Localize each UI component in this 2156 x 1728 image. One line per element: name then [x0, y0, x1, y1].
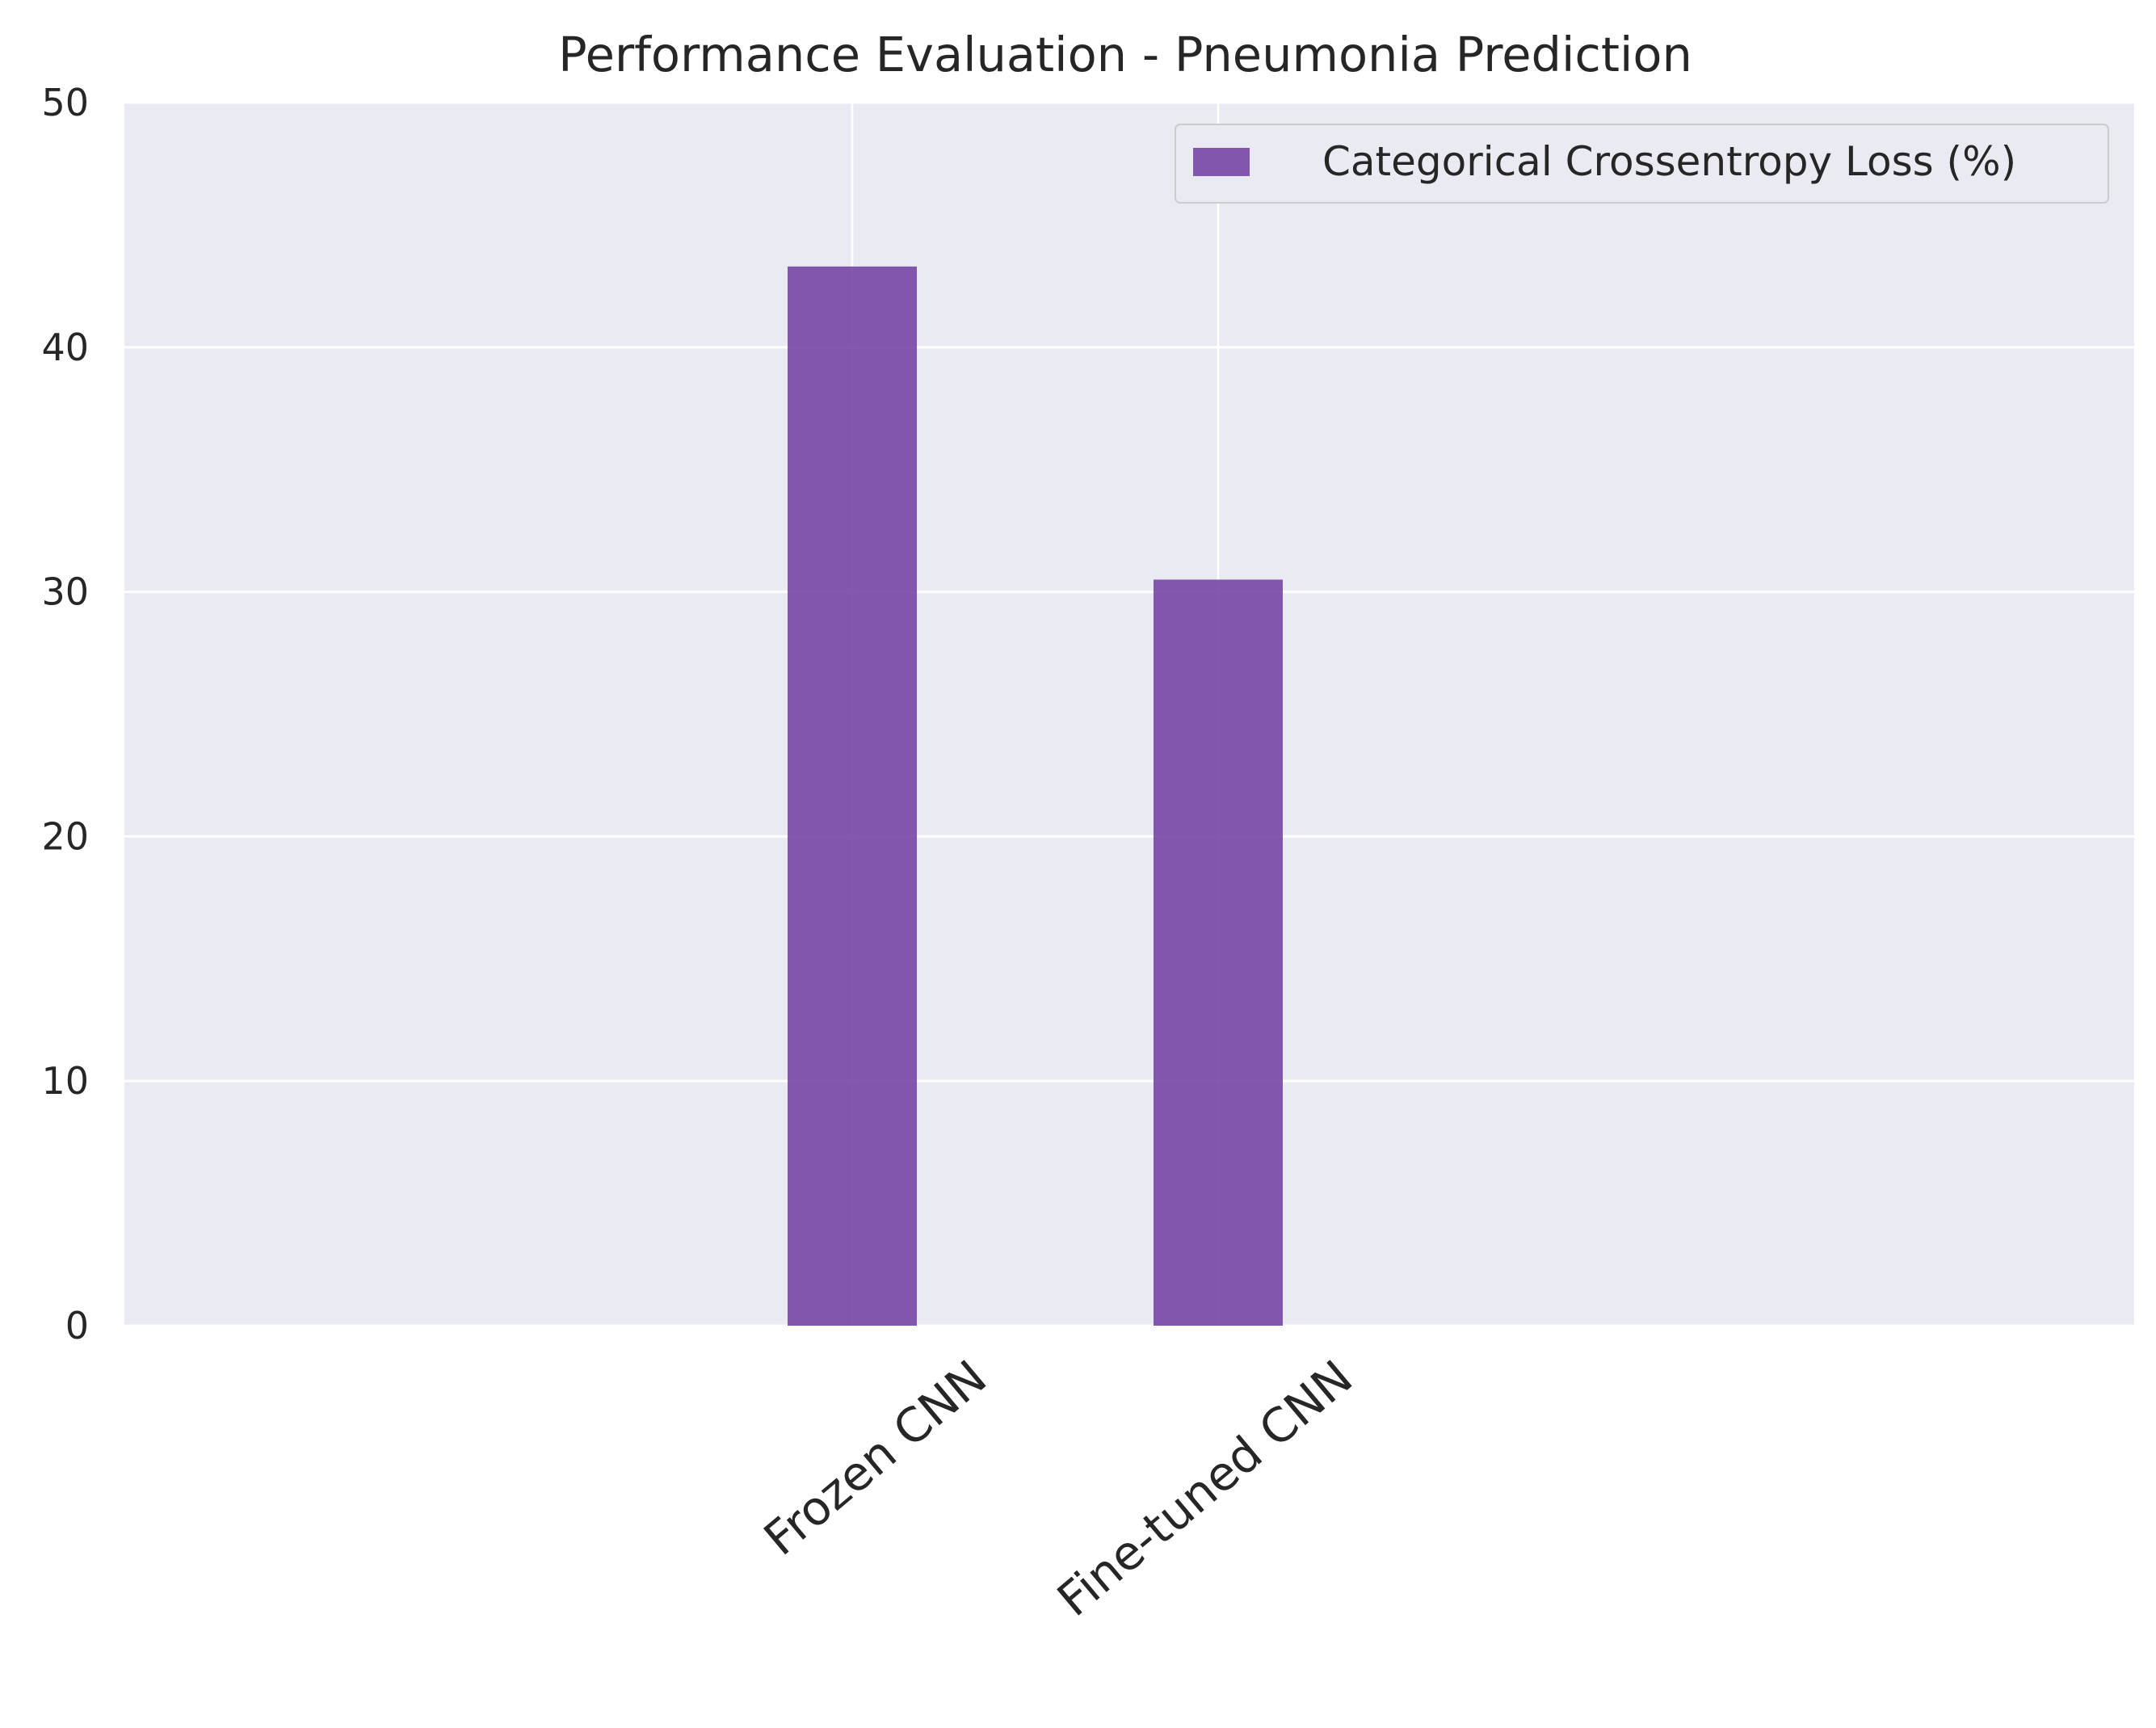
y-tick-label: 10	[41, 1059, 89, 1103]
y-tick-label: 50	[41, 81, 89, 124]
plot-area	[124, 103, 2134, 1326]
y-tick-label: 30	[41, 570, 89, 614]
y-tick-label: 40	[41, 326, 89, 369]
bars	[788, 266, 1283, 1326]
y-axis-ticks: 0 10 20 30 40 50	[41, 81, 89, 1348]
legend-box	[1175, 124, 2109, 204]
legend-swatch	[1193, 148, 1250, 176]
chart-title: Performance Evaluation - Pneumonia Predi…	[558, 27, 1692, 82]
legend-label: Categorical Crossentropy Loss (%)	[1322, 138, 2016, 185]
legend: Categorical Crossentropy Loss (%)	[1175, 124, 2109, 204]
bar-frozen-cnn	[788, 266, 917, 1326]
grid-lines	[124, 101, 2134, 1327]
bar-fine-tuned-cnn	[1154, 579, 1283, 1326]
y-tick-label: 0	[65, 1304, 89, 1348]
y-tick-label: 20	[41, 814, 89, 858]
